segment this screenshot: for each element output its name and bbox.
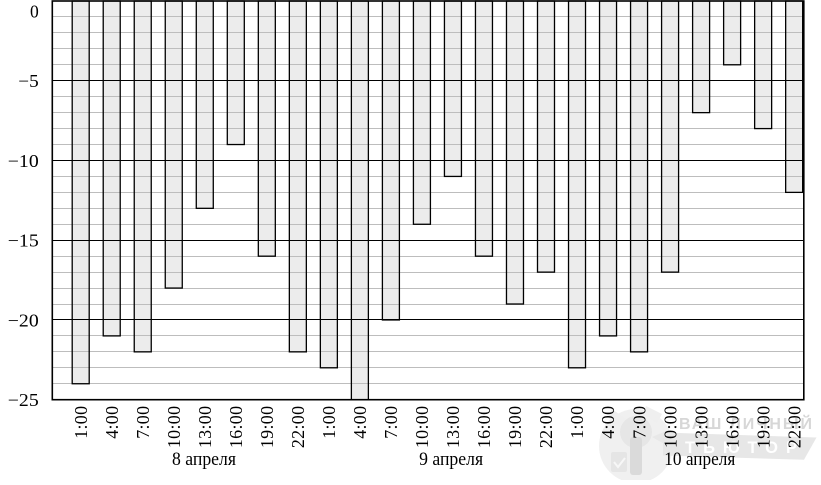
svg-text:10:00: 10:00 [164, 406, 184, 449]
svg-text:13:00: 13:00 [443, 406, 463, 449]
svg-text:−5: −5 [18, 71, 39, 91]
svg-text:−20: −20 [8, 310, 39, 330]
svg-text:22:00: 22:00 [536, 406, 556, 449]
svg-text:9 апреля: 9 апреля [419, 449, 483, 470]
svg-text:7:00: 7:00 [629, 406, 649, 439]
svg-text:4:00: 4:00 [598, 406, 618, 439]
svg-text:16:00: 16:00 [226, 406, 246, 449]
svg-text:19:00: 19:00 [257, 406, 277, 449]
svg-text:1:00: 1:00 [567, 406, 587, 439]
svg-text:13:00: 13:00 [691, 406, 711, 449]
svg-text:13:00: 13:00 [195, 406, 215, 449]
svg-text:7:00: 7:00 [133, 406, 153, 439]
svg-text:22:00: 22:00 [784, 406, 804, 449]
svg-text:1:00: 1:00 [71, 406, 91, 439]
svg-text:10 апреля: 10 апреля [664, 449, 735, 470]
svg-text:4:00: 4:00 [350, 406, 370, 439]
svg-text:−15: −15 [8, 231, 39, 251]
svg-text:1:00: 1:00 [319, 406, 339, 439]
svg-text:−10: −10 [8, 151, 39, 171]
svg-text:ВАШ ЛИЧНЫЙ: ВАШ ЛИЧНЫЙ [679, 414, 812, 433]
svg-text:16:00: 16:00 [474, 406, 494, 449]
svg-text:10:00: 10:00 [660, 406, 680, 449]
svg-text:19:00: 19:00 [753, 406, 773, 449]
svg-text:19:00: 19:00 [505, 406, 525, 449]
svg-text:10:00: 10:00 [412, 406, 432, 449]
svg-text:7:00: 7:00 [381, 406, 401, 439]
svg-text:8 апреля: 8 апреля [172, 449, 236, 470]
svg-text:4:00: 4:00 [102, 406, 122, 439]
svg-text:−25: −25 [8, 390, 39, 410]
svg-text:0: 0 [30, 1, 39, 21]
svg-text:22:00: 22:00 [288, 406, 308, 449]
svg-text:16:00: 16:00 [722, 406, 742, 449]
